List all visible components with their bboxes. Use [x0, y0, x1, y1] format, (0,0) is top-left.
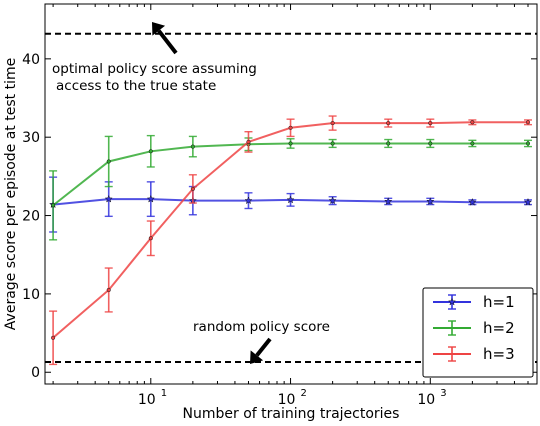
optimal-annotation-line-1: optimal policy score assuming: [52, 61, 257, 77]
legend-label-h2: h=2: [483, 319, 515, 337]
y-axis-label: Average score per episode at test time: [3, 58, 19, 330]
series-h=1: [48, 176, 533, 233]
data-point: [525, 141, 531, 146]
data-point: [288, 141, 293, 146]
data-point: [190, 144, 195, 149]
data-point: [146, 194, 155, 203]
data-point: [244, 196, 253, 205]
data-point: [51, 335, 56, 340]
x-tick-label: 10: [138, 392, 156, 408]
y-tick-label: 10: [22, 287, 40, 303]
legend-label-h3: h=3: [483, 345, 515, 363]
legend-label-h1: h=1: [483, 293, 515, 311]
series-h=2: [49, 134, 532, 241]
data-point: [148, 149, 153, 154]
data-point: [104, 194, 113, 203]
data-point: [386, 121, 391, 126]
data-point: [426, 197, 435, 205]
data-point: [386, 141, 391, 146]
data-point: [51, 203, 56, 208]
data-point: [106, 159, 111, 164]
data-point: [330, 141, 335, 146]
legend-marker: [447, 297, 457, 306]
data-point: [428, 141, 433, 146]
data-point: [288, 125, 293, 130]
x-axis-ticks: 10 1 10 2 10 3: [52, 4, 529, 408]
random-arrow: [250, 337, 272, 364]
annotations: optimal policy score assuming access to …: [52, 22, 330, 364]
x-tick-exponent: 2: [301, 388, 307, 399]
arrow-head: [152, 22, 166, 36]
data-point: [286, 195, 295, 204]
data-point: [384, 197, 393, 205]
random-annotation-line: random policy score: [193, 319, 330, 335]
data-point: [525, 120, 531, 125]
arrow-shaft: [255, 337, 272, 357]
data-point: [523, 197, 533, 206]
data-point: [428, 121, 433, 126]
data-point: [106, 287, 111, 293]
plot-layer: [45, 32, 537, 366]
x-tick-label: 10: [417, 392, 435, 408]
x-axis-label: Number of training trajectories: [183, 406, 400, 422]
data-point: [190, 186, 195, 191]
data-point: [470, 141, 475, 146]
data-point: [246, 139, 251, 144]
y-tick-label: 0: [31, 365, 40, 381]
legend: h=1 h=2 h=3: [422, 287, 534, 378]
y-tick-label: 20: [22, 209, 40, 225]
x-tick-label: 10: [278, 392, 296, 408]
arrow-shaft: [157, 29, 178, 55]
arrow-head: [250, 350, 264, 364]
x-tick-exponent: 1: [161, 388, 167, 399]
data-point: [468, 197, 477, 206]
y-tick-label: 40: [22, 52, 40, 68]
x-tick-exponent: 3: [440, 388, 446, 399]
optimal-annotation-line-2: access to the true state: [56, 78, 216, 94]
optimal-arrow: [152, 22, 178, 55]
data-point: [148, 236, 153, 241]
y-axis-ticks: 0 10 20 30 40: [22, 52, 537, 381]
series-h=3: [49, 115, 532, 366]
data-point: [330, 121, 335, 126]
data-point: [470, 120, 475, 125]
y-tick-label: 30: [22, 130, 40, 146]
data-point: [328, 196, 337, 205]
